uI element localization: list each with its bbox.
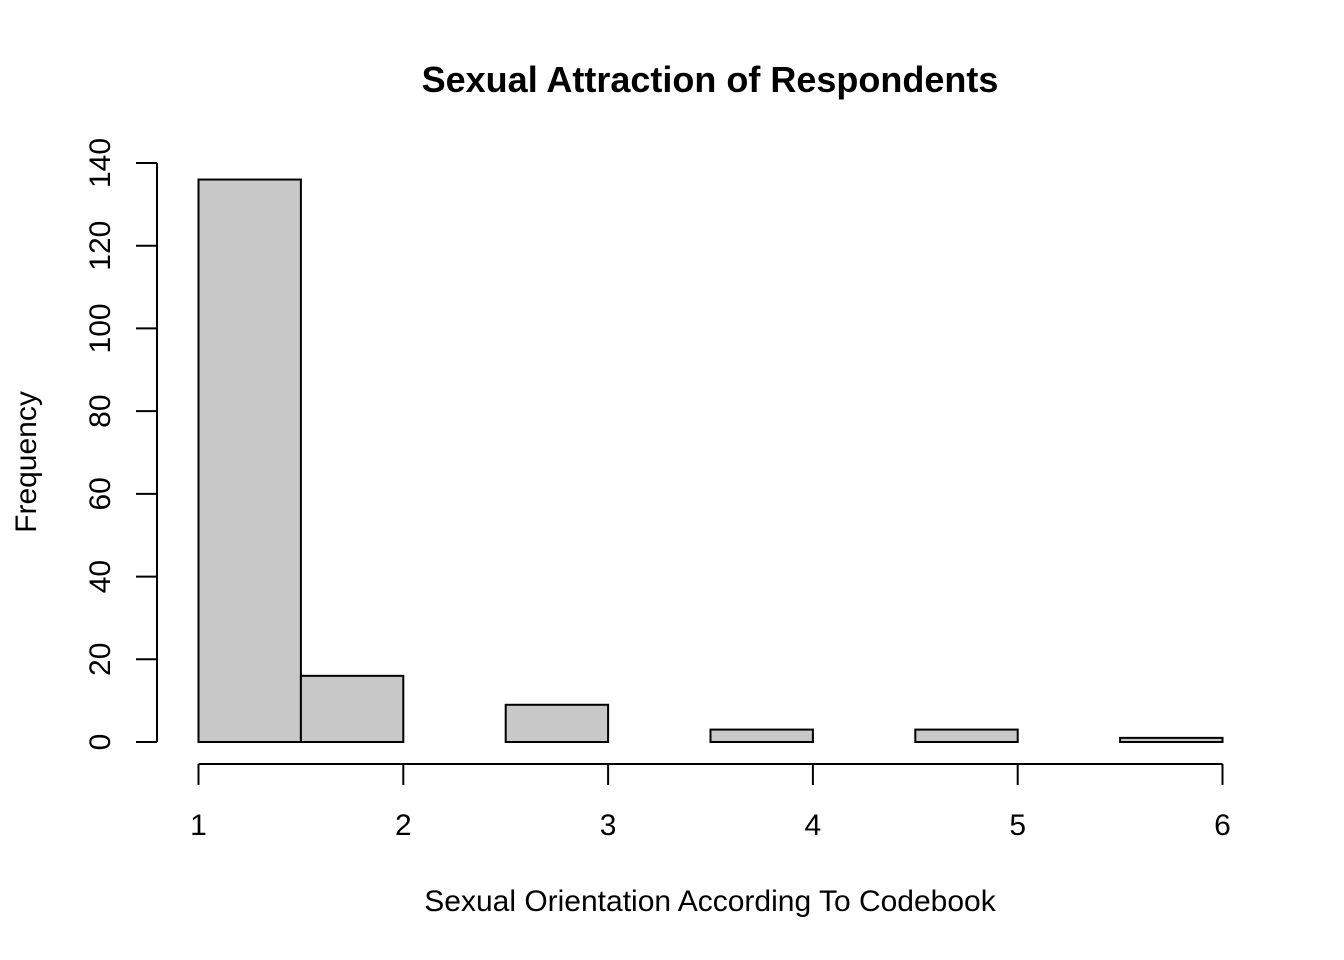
- x-tick-label: 5: [1009, 809, 1026, 842]
- x-tick-label: 2: [395, 809, 412, 842]
- x-tick-label: 1: [190, 809, 207, 842]
- histogram-bar: [299, 674, 405, 743]
- x-tick-label: 3: [600, 809, 617, 842]
- y-tick-label: 60: [84, 477, 117, 510]
- x-axis: 1 2 3 4 5 6: [190, 763, 1231, 842]
- x-axis-label: Sexual Orientation According To Codebook: [424, 885, 996, 918]
- bars-group: [197, 178, 1224, 744]
- histogram-bar: [709, 728, 814, 743]
- y-tick-label: 20: [84, 643, 117, 676]
- histogram-bar: [914, 728, 1019, 743]
- y-axis: 0 20 40 60 80 100 120 140: [84, 138, 158, 751]
- x-tick-label: 6: [1214, 809, 1231, 842]
- chart-title: Sexual Attraction of Respondents: [422, 59, 999, 100]
- y-axis-label: Frequency: [10, 391, 43, 533]
- y-tick-label: 140: [84, 138, 117, 188]
- y-tick-label: 100: [84, 303, 117, 353]
- x-tick-label: 4: [805, 809, 822, 842]
- y-tick-label: 120: [84, 221, 117, 271]
- histogram-bar: [1119, 736, 1224, 743]
- y-tick-label: 40: [84, 560, 117, 593]
- histogram-bar: [197, 178, 302, 744]
- y-tick-label: 0: [84, 734, 117, 751]
- y-tick-label: 80: [84, 394, 117, 427]
- histogram-bar: [504, 703, 610, 743]
